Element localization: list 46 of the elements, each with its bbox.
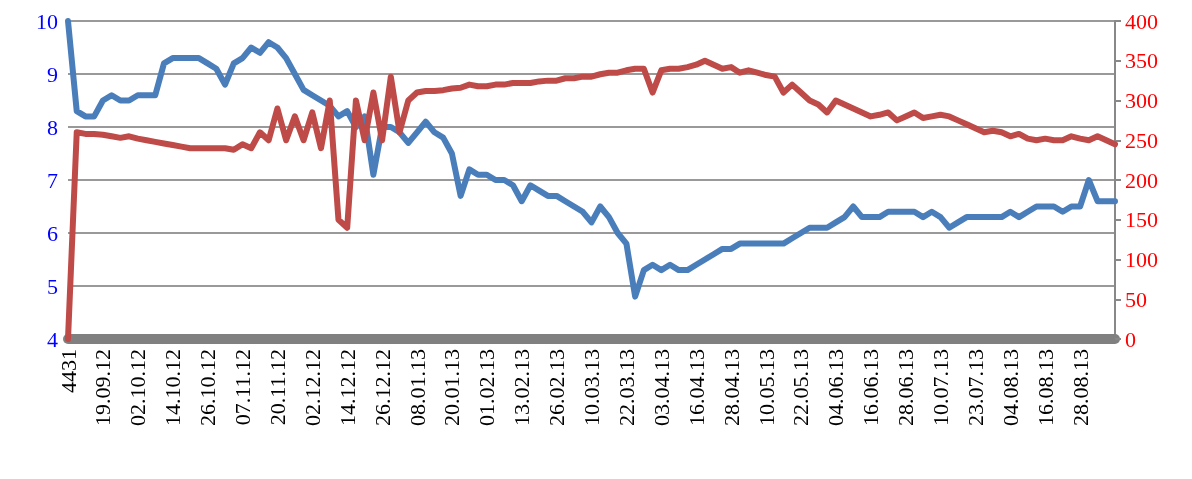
- x-tick-label: 10.05.13: [753, 349, 779, 426]
- x-tick-label: 26.12.12: [369, 349, 395, 426]
- x-tick-label: 02.12.12: [299, 349, 325, 426]
- y2-tick-label: 50: [1125, 286, 1147, 312]
- y2-tick-label: 150: [1125, 207, 1158, 233]
- x-tick-label: 16.06.13: [858, 349, 884, 426]
- y-tick-label: 4: [47, 326, 58, 352]
- x-tick-label: 03.04.13: [648, 349, 674, 426]
- y-tick-label: 8: [47, 114, 58, 140]
- y-tick-label: 9: [47, 61, 58, 87]
- x-tick-label: 20.11.12: [264, 349, 290, 426]
- y2-tick-label: 400: [1125, 8, 1158, 34]
- x-tick-label: 23.07.13: [962, 349, 988, 426]
- x-tick-label: 22.03.13: [613, 349, 639, 426]
- y-tick-label: 5: [47, 273, 58, 299]
- x-tick-label: 02.10.12: [125, 349, 151, 426]
- x-tick-label: 08.01.13: [404, 349, 430, 426]
- x-tick-label: 04.08.13: [997, 349, 1023, 426]
- y-tick-label: 6: [47, 220, 58, 246]
- x-tick-label: 07.11.12: [230, 349, 255, 426]
- x-tick-label: 4431: [55, 349, 81, 393]
- x-tick-label: 28.06.13: [893, 349, 919, 426]
- x-tick-label: 04.06.13: [823, 349, 849, 426]
- x-tick-label: 26.10.12: [195, 349, 221, 426]
- y2-tick-label: 100: [1125, 247, 1158, 272]
- x-tick-label: 01.02.13: [474, 349, 500, 426]
- x-tick-label: 16.04.13: [683, 349, 709, 426]
- x-tick-label: 10.07.13: [928, 349, 953, 426]
- x-tick-label: 26.02.13: [544, 349, 570, 426]
- x-tick-label: 20.01.13: [439, 349, 465, 426]
- y2-tick-label: 300: [1125, 88, 1158, 113]
- x-tick-label: 19.09.12: [90, 349, 116, 426]
- y2-tick-label: 350: [1125, 48, 1158, 74]
- y2-tick-label: 200: [1125, 167, 1158, 193]
- y-tick-label: 7: [47, 167, 58, 193]
- y2-tick-label: 250: [1125, 127, 1158, 153]
- y2-tick-label: 0: [1125, 326, 1136, 352]
- x-tick-label: 16.08.13: [1032, 349, 1058, 426]
- x-tick-label: 22.05.13: [788, 349, 814, 426]
- x-tick-label: 28.08.13: [1067, 349, 1093, 426]
- x-tick-label: 13.02.13: [509, 349, 535, 426]
- x-tick-label: 14.10.12: [160, 349, 186, 426]
- y-tick-label: 10: [36, 8, 58, 34]
- x-tick-label: 10.03.13: [579, 349, 604, 426]
- x-tick-label: 28.04.13: [718, 349, 744, 426]
- x-tick-label: 14.12.12: [334, 349, 360, 426]
